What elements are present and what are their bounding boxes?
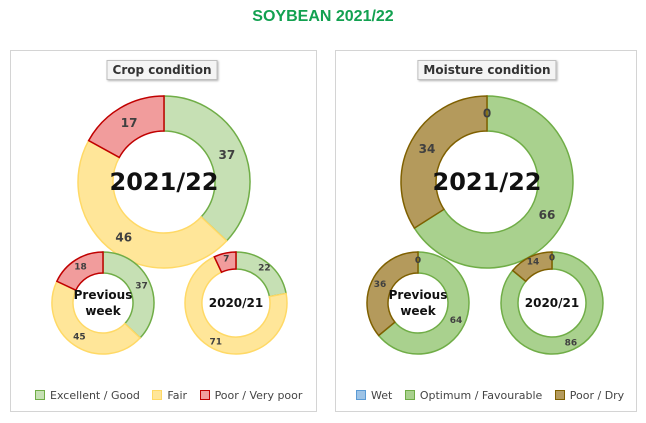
crop-donut-2-value-label-1: 71 [210,338,223,348]
crop-donut-0-slice-0 [163,95,251,242]
moisture-donut-0-value-label-2: 34 [419,142,436,156]
legend-label-poor-very-poor: Poor / Very poor [214,388,303,402]
legend-item-excellent-good: Excellent / Good [35,389,140,402]
optimum-favourable-swatch [404,389,415,400]
crop-donut-0-slice-2 [87,95,165,159]
legend-item-poor-very-poor: Poor / Very poor [199,388,303,402]
moisture-donut-0-value-label-0: 0 [483,107,491,121]
crop-donut-2-value-label-2: 7 [223,255,229,265]
moisture-donut-2-center-label: 2020/21 [525,296,579,310]
crop-donut-2-value-label-0: 22 [258,264,271,274]
crop-donut-1-slice-1 [51,280,142,355]
moisture-donut-2-value-label-0: 0 [549,254,555,264]
moisture-donut-1-slice-2 [366,251,419,337]
moisture-condition-title: Moisture condition [417,60,557,80]
moisture-donut-2-value-label-1: 86 [565,338,578,348]
moisture-donut-0: 0 66 34 2021/22 [400,95,574,269]
legend-item-poor-dry: Poor / Dry [554,388,625,402]
legend-item-fair: Fair [152,389,187,402]
moisture-donut-2-slice-1 [500,251,604,355]
excellent-good-swatch [35,389,45,400]
fair-swatch [152,389,163,400]
crop-donut-1-value-label-2: 18 [74,263,87,273]
poor-dry-swatch [554,389,565,400]
crop-donut-1-center-label: Previous [74,288,133,302]
crop-donut-0-value-label-0: 37 [219,148,236,162]
wet-swatch [356,389,366,400]
moisture-donut-1-center-label: Previous [389,288,448,302]
moisture-condition-legend: Wet Optimum / Favourable Poor / Dry [356,388,624,402]
crop-donut-1-center-label: week [85,304,121,318]
moisture-donut-0-slice-1 [413,95,574,269]
crop-condition-panel: Crop condition 37 46 17 2021/22 37 45 18 Previo… [10,50,317,412]
legend-label-fair: Fair [167,388,188,402]
crop-donut-1-value-label-0: 37 [135,281,148,291]
moisture-donut-0-center-label: 2021/22 [433,168,542,196]
crop-donut-0-slice-1 [77,139,228,269]
crop-condition-title: Crop condition [106,60,218,80]
page-title: SOYBEAN 2021/22 [252,8,394,25]
moisture-donut-1-slice-1 [377,251,470,355]
crop-donut-2-slice-1 [184,255,288,355]
crop-donut-1-slice-2 [55,251,104,292]
crop-donut-1-value-label-1: 45 [73,333,86,343]
moisture-condition-panel: Moisture condition 0 66 34 2021/22 0 64 36 Prev… [335,50,637,412]
crop-donut-0: 37 46 17 2021/22 [77,95,251,269]
poor-very-poor-swatch [199,389,210,400]
crop-donut-1: 37 45 18 Previous week [51,251,155,355]
crop-donut-0-value-label-2: 17 [121,116,138,130]
crop-donut-0-center-label: 2021/22 [110,168,219,196]
legend-label-optimum-favourable: Optimum / Favourable [419,388,543,402]
moisture-donut-1-center-label: week [400,304,436,318]
legend-label-excellent-good: Excellent / Good [50,388,140,402]
moisture-donut-0-value-label-1: 66 [539,208,556,222]
moisture-donut-1-value-label-1: 64 [450,316,463,326]
crop-donut-2-slice-0 [235,251,287,298]
crop-condition-chart: 3746172021/22374518Previousweek227172020… [51,95,288,355]
moisture-donut-0-slice-2 [400,95,488,230]
crop-donut-2-center-label: 2020/21 [209,296,263,310]
legend-item-wet: Wet [356,389,392,402]
legend-label-poor-dry: Poor / Dry [569,388,625,402]
crop-donut-0-value-label-1: 46 [115,230,132,244]
moisture-donut-1-value-label-0: 0 [415,256,421,266]
crop-donut-2-slice-2 [213,251,237,274]
moisture-donut-2-value-label-2: 14 [527,258,540,268]
moisture-donut-2: 0 86 14 2020/21 [500,251,604,355]
legend-label-wet: Wet [371,388,393,402]
crop-condition-legend: Excellent / Good Fair Poor / Very poor [35,388,302,402]
moisture-donut-2-slice-2 [511,251,553,283]
moisture-donut-1-value-label-2: 36 [374,280,387,290]
crop-donut-2: 22 71 7 2020/21 [184,251,288,355]
legend-item-optimum-favourable: Optimum / Favourable [404,388,543,402]
